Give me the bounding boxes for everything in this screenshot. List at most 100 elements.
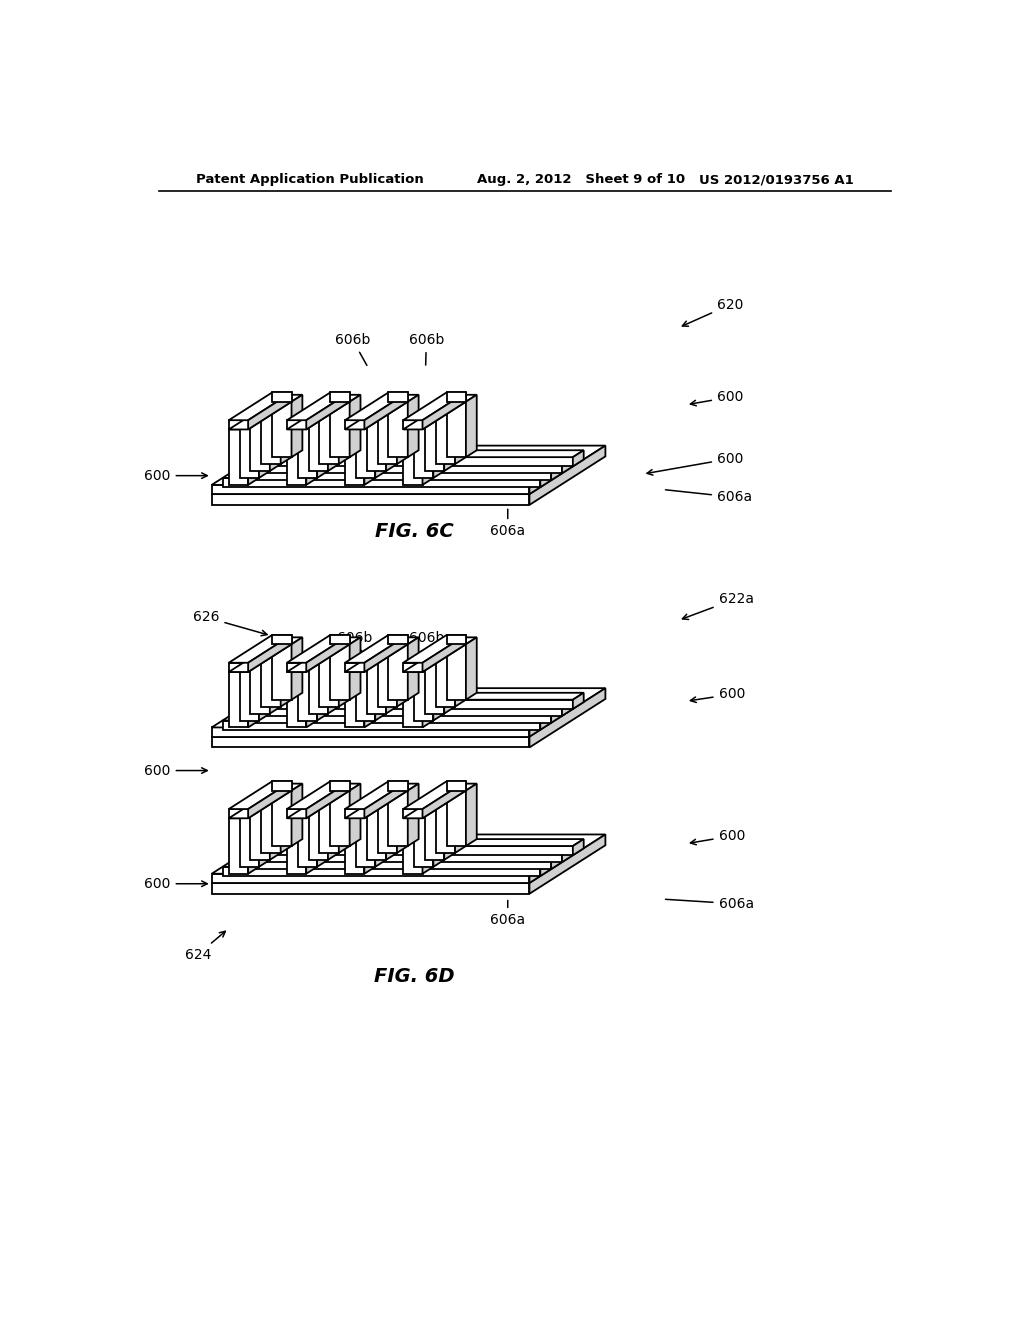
Polygon shape (446, 644, 466, 700)
Polygon shape (365, 392, 408, 429)
Polygon shape (212, 883, 529, 894)
Polygon shape (292, 395, 302, 457)
Polygon shape (435, 791, 466, 797)
Text: 606a: 606a (666, 490, 752, 504)
Polygon shape (328, 409, 339, 471)
Polygon shape (446, 395, 477, 401)
Polygon shape (251, 659, 270, 714)
Polygon shape (212, 721, 541, 727)
Polygon shape (367, 804, 386, 859)
Polygon shape (245, 700, 572, 706)
Polygon shape (287, 429, 306, 484)
Polygon shape (403, 818, 423, 874)
Polygon shape (212, 494, 529, 506)
Polygon shape (228, 665, 259, 672)
Polygon shape (408, 784, 419, 846)
Polygon shape (403, 665, 433, 672)
Polygon shape (228, 809, 248, 818)
Polygon shape (541, 471, 551, 487)
Polygon shape (287, 392, 349, 420)
Polygon shape (287, 791, 349, 818)
Polygon shape (435, 644, 466, 651)
Text: 606b: 606b (409, 631, 444, 660)
Polygon shape (245, 706, 562, 715)
Polygon shape (367, 651, 397, 659)
Polygon shape (228, 635, 292, 663)
Polygon shape (367, 416, 386, 471)
Polygon shape (317, 659, 328, 721)
Polygon shape (228, 422, 259, 429)
Polygon shape (365, 781, 408, 818)
Polygon shape (308, 651, 339, 659)
Polygon shape (423, 392, 466, 429)
Polygon shape (345, 392, 408, 420)
Polygon shape (306, 392, 349, 429)
Polygon shape (261, 409, 281, 465)
Text: 600: 600 (690, 688, 744, 702)
Polygon shape (212, 727, 529, 737)
Polygon shape (388, 635, 408, 644)
Polygon shape (397, 644, 408, 706)
Polygon shape (414, 665, 433, 721)
Text: 606b: 606b (335, 333, 371, 366)
Polygon shape (388, 392, 408, 401)
Polygon shape (423, 422, 433, 484)
Polygon shape (388, 784, 419, 791)
Polygon shape (331, 635, 349, 644)
Polygon shape (388, 395, 419, 401)
Text: 622a: 622a (682, 591, 754, 619)
Polygon shape (228, 644, 292, 672)
Polygon shape (444, 651, 455, 714)
Polygon shape (425, 804, 444, 859)
Polygon shape (306, 422, 317, 484)
Polygon shape (551, 853, 562, 869)
Polygon shape (378, 651, 397, 706)
Polygon shape (541, 714, 551, 730)
Polygon shape (414, 804, 444, 812)
Polygon shape (245, 846, 572, 853)
Polygon shape (349, 638, 360, 700)
Polygon shape (572, 840, 584, 855)
Polygon shape (212, 867, 541, 874)
Polygon shape (251, 409, 281, 416)
Polygon shape (298, 812, 317, 867)
Polygon shape (228, 420, 248, 429)
Polygon shape (375, 804, 386, 867)
Text: 600: 600 (647, 451, 743, 475)
Polygon shape (317, 416, 328, 478)
Polygon shape (388, 638, 419, 644)
Polygon shape (541, 859, 551, 876)
Polygon shape (345, 420, 365, 429)
Text: 606a: 606a (490, 900, 525, 927)
Polygon shape (365, 422, 375, 484)
Polygon shape (240, 665, 259, 721)
Polygon shape (261, 401, 292, 409)
Text: 606b: 606b (409, 333, 444, 366)
Polygon shape (287, 672, 306, 727)
Polygon shape (423, 781, 466, 818)
Polygon shape (414, 812, 433, 867)
Polygon shape (259, 416, 270, 478)
Polygon shape (317, 804, 328, 867)
Polygon shape (272, 644, 292, 700)
Polygon shape (331, 401, 349, 457)
Polygon shape (444, 797, 455, 859)
Polygon shape (287, 663, 306, 672)
Polygon shape (339, 644, 349, 706)
Polygon shape (251, 651, 281, 659)
Polygon shape (261, 797, 281, 853)
Polygon shape (251, 804, 270, 859)
Text: 624: 624 (184, 932, 225, 962)
Polygon shape (281, 791, 292, 853)
Polygon shape (425, 797, 455, 804)
Polygon shape (397, 401, 408, 465)
Polygon shape (228, 672, 248, 727)
Polygon shape (356, 665, 375, 721)
Polygon shape (272, 635, 292, 644)
Polygon shape (529, 478, 541, 494)
Polygon shape (562, 846, 572, 862)
Polygon shape (287, 812, 317, 818)
Polygon shape (272, 395, 302, 401)
Polygon shape (529, 867, 541, 883)
Polygon shape (529, 446, 605, 506)
